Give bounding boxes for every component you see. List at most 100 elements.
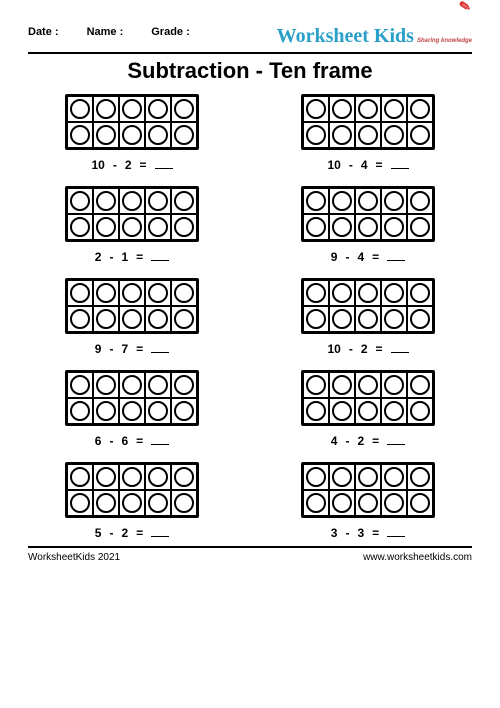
circle-icon xyxy=(148,217,168,237)
problem: 5-2= xyxy=(34,462,230,540)
ten-frame xyxy=(65,278,199,334)
circle-icon xyxy=(306,125,326,145)
ten-frame-cell xyxy=(407,372,433,398)
ten-frame-cell xyxy=(67,398,93,424)
ten-frame-cell xyxy=(171,490,197,516)
operand-a: 10 xyxy=(327,342,340,356)
problem: 9-4= xyxy=(270,186,466,264)
footer-right: www.worksheetkids.com xyxy=(363,552,472,563)
operand-a: 5 xyxy=(95,526,102,540)
ten-frame-cell xyxy=(145,306,171,332)
ten-frame-cell xyxy=(119,398,145,424)
circle-icon xyxy=(384,493,404,513)
ten-frame-cell xyxy=(303,464,329,490)
circle-icon xyxy=(332,375,352,395)
answer-blank[interactable] xyxy=(151,352,169,353)
answer-blank[interactable] xyxy=(151,444,169,445)
ten-frame-cell xyxy=(93,398,119,424)
answer-blank[interactable] xyxy=(391,352,409,353)
answer-blank[interactable] xyxy=(391,168,409,169)
circle-icon xyxy=(306,467,326,487)
ten-frame-cell xyxy=(67,214,93,240)
ten-frame-cell xyxy=(329,490,355,516)
ten-frame-cell xyxy=(119,372,145,398)
answer-blank[interactable] xyxy=(387,260,405,261)
circle-icon xyxy=(70,283,90,303)
ten-frame-cell xyxy=(381,398,407,424)
ten-frame-cell xyxy=(93,280,119,306)
answer-blank[interactable] xyxy=(151,536,169,537)
circle-icon xyxy=(332,467,352,487)
date-label: Date : xyxy=(28,26,59,38)
ten-frame-cell xyxy=(93,372,119,398)
equation: 6-6= xyxy=(34,434,230,448)
equation: 9-4= xyxy=(270,250,466,264)
answer-blank[interactable] xyxy=(387,536,405,537)
circle-icon xyxy=(410,375,430,395)
circle-icon xyxy=(384,401,404,421)
operand-b: 2 xyxy=(121,526,128,540)
circle-icon xyxy=(174,493,194,513)
ten-frame-cell xyxy=(119,96,145,122)
circle-icon xyxy=(358,375,378,395)
circle-icon xyxy=(122,125,142,145)
problem: 9-7= xyxy=(34,278,230,356)
circle-icon xyxy=(122,467,142,487)
circle-icon xyxy=(410,309,430,329)
ten-frame-cell xyxy=(67,122,93,148)
circle-icon xyxy=(358,493,378,513)
logo-tagline: Sharing knowledge xyxy=(417,38,472,44)
answer-blank[interactable] xyxy=(155,168,173,169)
operand-b: 2 xyxy=(357,434,364,448)
operand-a: 2 xyxy=(95,250,102,264)
circle-icon xyxy=(332,493,352,513)
circle-icon xyxy=(174,283,194,303)
answer-blank[interactable] xyxy=(151,260,169,261)
ten-frame-cell xyxy=(119,464,145,490)
ten-frame-cell xyxy=(303,398,329,424)
ten-frame xyxy=(65,370,199,426)
circle-icon xyxy=(174,375,194,395)
circle-icon xyxy=(384,125,404,145)
circle-icon xyxy=(122,375,142,395)
operand-b: 4 xyxy=(361,158,368,172)
circle-icon xyxy=(174,467,194,487)
ten-frame-cell xyxy=(145,122,171,148)
ten-frame xyxy=(301,94,435,150)
circle-icon xyxy=(70,217,90,237)
ten-frame-cell xyxy=(381,188,407,214)
ten-frame-cell xyxy=(381,372,407,398)
ten-frame-cell xyxy=(171,214,197,240)
ten-frame-cell xyxy=(303,490,329,516)
circle-icon xyxy=(332,125,352,145)
circle-icon xyxy=(70,467,90,487)
circle-icon xyxy=(358,217,378,237)
circle-icon xyxy=(358,125,378,145)
circle-icon xyxy=(410,283,430,303)
operand-a: 4 xyxy=(331,434,338,448)
circle-icon xyxy=(410,493,430,513)
circle-icon xyxy=(358,283,378,303)
ten-frame-cell xyxy=(329,372,355,398)
circle-icon xyxy=(148,309,168,329)
circle-icon xyxy=(96,401,116,421)
problem: 2-1= xyxy=(34,186,230,264)
header-row: Date : Name : Grade : ✎ Worksheet Kids S… xyxy=(28,18,472,46)
problem: 10-2= xyxy=(34,94,230,172)
operand-a: 10 xyxy=(327,158,340,172)
ten-frame-cell xyxy=(145,188,171,214)
ten-frame xyxy=(301,462,435,518)
equation: 10-2= xyxy=(270,342,466,356)
circle-icon xyxy=(384,283,404,303)
circle-icon xyxy=(358,401,378,421)
circle-icon xyxy=(174,401,194,421)
ten-frame-cell xyxy=(119,306,145,332)
circle-icon xyxy=(174,217,194,237)
ten-frame-cell xyxy=(329,214,355,240)
ten-frame-cell xyxy=(329,96,355,122)
equation: 10-2= xyxy=(34,158,230,172)
ten-frame-cell xyxy=(381,122,407,148)
ten-frame-cell xyxy=(171,96,197,122)
answer-blank[interactable] xyxy=(387,444,405,445)
ten-frame-cell xyxy=(119,490,145,516)
